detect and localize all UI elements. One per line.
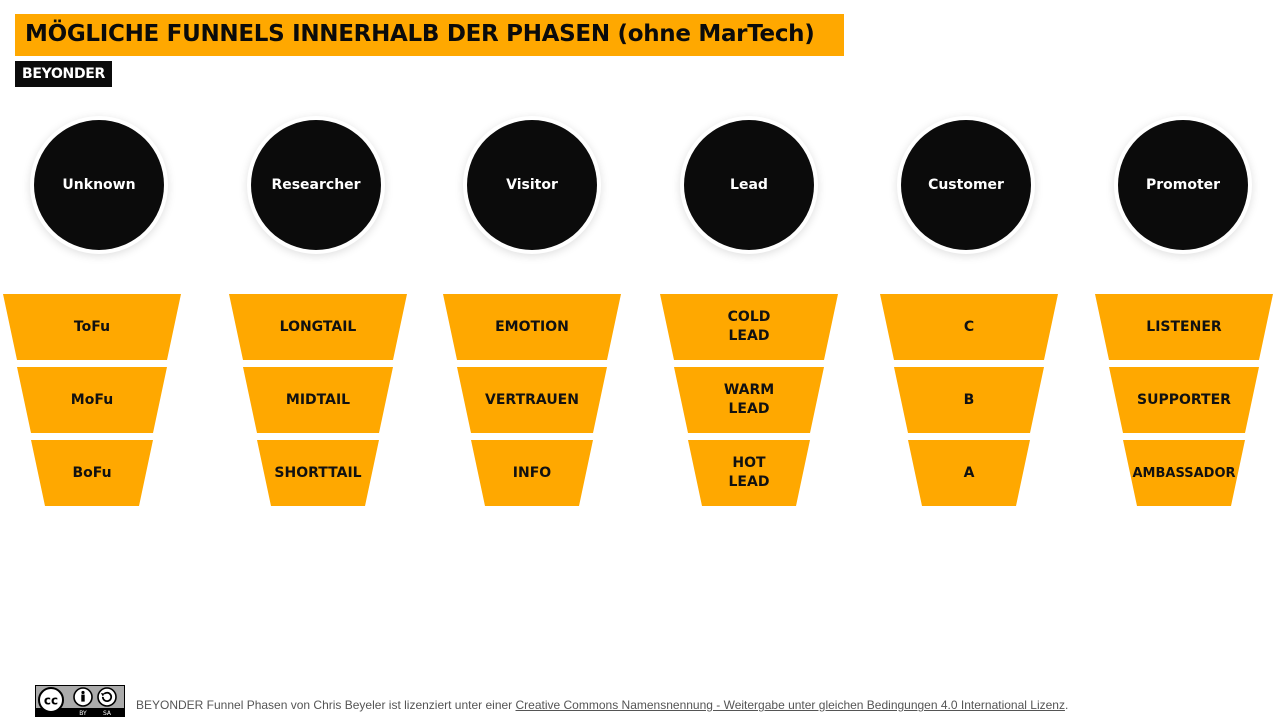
title-bar: MÖGLICHE FUNNELS INNERHALB DER PHASEN (o… [15,14,844,56]
cc-by-sa-icon[interactable]: cc BY SA [35,685,125,717]
svg-text:SA: SA [103,710,112,716]
funnel-segment: B [894,367,1044,433]
funnel-segment: A [908,440,1030,506]
funnel-segment: ToFu [3,294,181,360]
phase-circle-unknown: Unknown [34,120,164,250]
funnel-segment: MIDTAIL [243,367,393,433]
funnel-segment: EMOTION [443,294,621,360]
phase-circle-visitor: Visitor [467,120,597,250]
phase-circle-promoter: Promoter [1118,120,1248,250]
funnel-segment: MoFu [17,367,167,433]
license-text-after: . [1064,698,1069,712]
funnel-segment: INFO [471,440,593,506]
funnel-segment: SUPPORTER [1109,367,1259,433]
svg-text:cc: cc [44,694,58,708]
funnel-segment: C [880,294,1058,360]
phase-circle-lead: Lead [684,120,814,250]
funnel-segment: COLD LEAD [660,294,838,360]
phase-circle-researcher: Researcher [251,120,381,250]
funnel-segment: SHORTTAIL [257,440,379,506]
funnel-segment: LONGTAIL [229,294,407,360]
funnel-segment: VERTRAUEN [457,367,607,433]
phase-circle-customer: Customer [901,120,1031,250]
license-text-before: BEYONDER Funnel Phasen von Chris Beyeler… [136,698,516,712]
license-text: BEYONDER Funnel Phasen von Chris Beyeler… [136,698,1068,712]
funnel-segment: HOT LEAD [688,440,810,506]
funnel-segment: LISTENER [1095,294,1273,360]
beyonder-logo: BEYONDER [15,61,112,87]
funnel-segment: AMBASSADOR [1123,440,1245,506]
page-title: MÖGLICHE FUNNELS INNERHALB DER PHASEN (o… [25,21,815,47]
funnel-segment: BoFu [31,440,153,506]
license-link[interactable]: Creative Commons Namensnennung - Weiterg… [515,698,1065,712]
svg-text:BY: BY [79,710,87,716]
funnel-segment: WARM LEAD [674,367,824,433]
